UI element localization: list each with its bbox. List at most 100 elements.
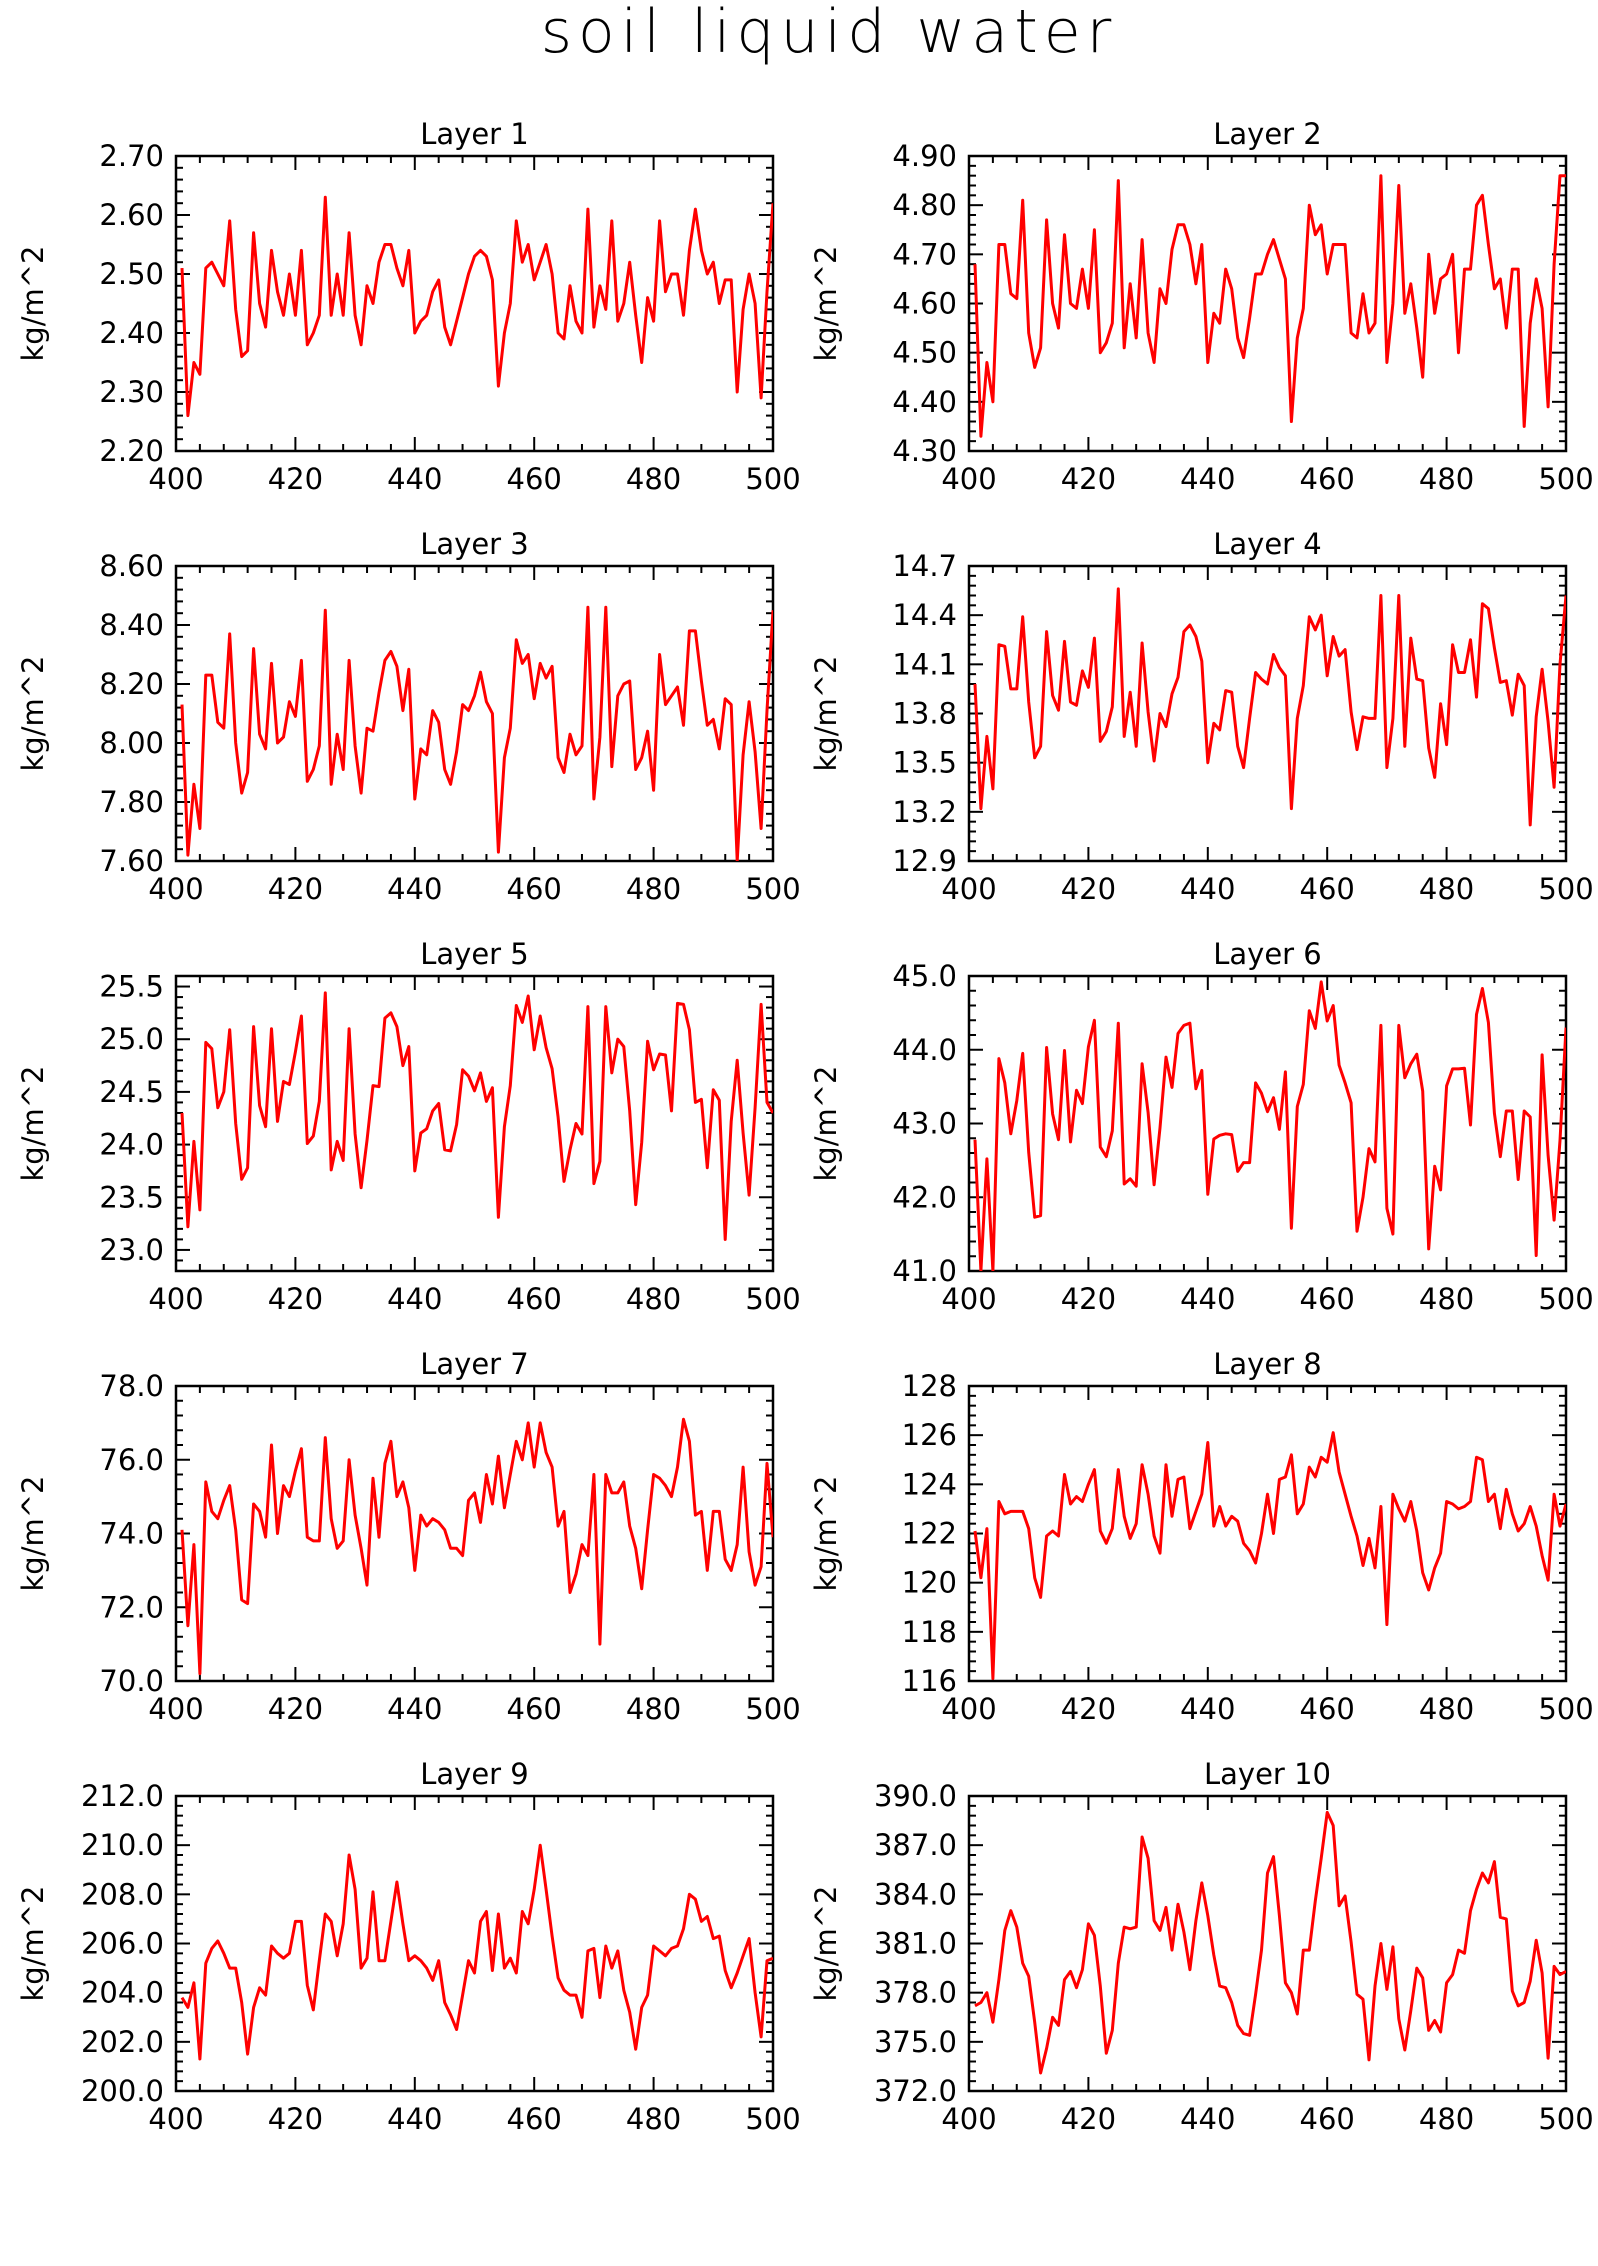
- y-tick-label: 23.0: [99, 1233, 164, 1267]
- y-tick-label: 4.50: [892, 336, 957, 370]
- x-tick-label: 500: [1538, 1282, 1593, 1316]
- x-tick-label: 440: [1180, 2102, 1235, 2136]
- series-line-layer-2: [973, 174, 1566, 438]
- y-tick-label: 2.20: [99, 434, 164, 468]
- y-tick-label: 25.5: [99, 970, 164, 1004]
- x-tick-label: 500: [1538, 462, 1593, 496]
- y-tick-label: 25.0: [99, 1022, 164, 1056]
- y-tick-label: 372.0: [874, 2074, 957, 2108]
- y-tick-label: 128: [902, 1369, 957, 1403]
- series-line-layer-8: [973, 1431, 1566, 1680]
- panel-title: Layer 3: [420, 527, 529, 561]
- x-tick-label: 460: [1300, 2102, 1355, 2136]
- series-line-layer-4: [973, 587, 1566, 827]
- x-tick-label: 480: [1419, 872, 1474, 906]
- y-tick-label: 8.60: [99, 549, 164, 583]
- y-tick-label: 206.0: [81, 1927, 164, 1961]
- x-tick-label: 400: [941, 1692, 996, 1726]
- y-tick-label: 2.70: [99, 139, 164, 173]
- y-tick-label: 8.40: [99, 608, 164, 642]
- y-tick-label: 13.2: [892, 795, 957, 829]
- x-tick-label: 500: [745, 1692, 800, 1726]
- y-tick-label: 2.40: [99, 316, 164, 350]
- x-tick-label: 400: [941, 2102, 996, 2136]
- panels-grid: Layer 1 400 420 440 460 480 500 2.20 2.30 2.40 2.5…: [16, 117, 1594, 2136]
- x-tick-label: 440: [387, 462, 442, 496]
- y-tick-label: 212.0: [81, 1779, 164, 1813]
- panel-title: Layer 1: [420, 117, 529, 151]
- x-tick-label: 400: [148, 2102, 203, 2136]
- series-line-layer-3: [180, 605, 773, 861]
- y-axis-label: kg/m^2: [16, 656, 50, 772]
- x-tick-label: 460: [1300, 1692, 1355, 1726]
- series-line-layer-5: [180, 991, 773, 1241]
- y-tick-label: 72.0: [99, 1590, 164, 1624]
- y-axis-label: kg/m^2: [809, 1886, 843, 2002]
- x-tick-label: 400: [148, 1692, 203, 1726]
- y-axis-label: kg/m^2: [809, 1476, 843, 1592]
- y-tick-label: 387.0: [874, 1828, 957, 1862]
- x-tick-label: 480: [1419, 1692, 1474, 1726]
- x-tick-label: 420: [1061, 872, 1116, 906]
- y-axis-label: kg/m^2: [16, 246, 50, 362]
- x-tick-label: 480: [626, 872, 681, 906]
- x-tick-label: 480: [626, 2102, 681, 2136]
- x-tick-label: 420: [1061, 2102, 1116, 2136]
- y-tick-label: 74.0: [99, 1517, 164, 1551]
- y-tick-label: 14.7: [892, 549, 957, 583]
- y-tick-label: 14.4: [892, 598, 957, 632]
- x-tick-label: 440: [387, 872, 442, 906]
- x-tick-label: 440: [387, 1692, 442, 1726]
- y-tick-label: 124: [902, 1467, 957, 1501]
- x-tick-label: 400: [941, 462, 996, 496]
- y-axis-label: kg/m^2: [16, 1066, 50, 1182]
- x-tick-label: 400: [148, 462, 203, 496]
- x-tick-label: 420: [268, 1692, 323, 1726]
- x-tick-label: 480: [626, 462, 681, 496]
- panel-layer-8: Layer 8 400 420 440 460 480 500 116 118 120 122 124…: [809, 1347, 1594, 1726]
- y-tick-label: 7.60: [99, 844, 164, 878]
- x-tick-label: 420: [1061, 1282, 1116, 1316]
- y-tick-label: 390.0: [874, 1779, 957, 1813]
- y-tick-label: 24.0: [99, 1128, 164, 1162]
- y-tick-label: 126: [902, 1418, 957, 1452]
- y-axis-label: kg/m^2: [809, 1066, 843, 1182]
- y-tick-label: 210.0: [81, 1828, 164, 1862]
- y-tick-label: 13.5: [892, 746, 957, 780]
- plot-frame: [967, 564, 1568, 863]
- series-line-layer-10: [974, 1810, 1566, 2075]
- x-tick-label: 500: [745, 462, 800, 496]
- y-tick-label: 120: [902, 1566, 957, 1600]
- x-tick-label: 480: [626, 1692, 681, 1726]
- x-tick-label: 420: [1061, 462, 1116, 496]
- y-tick-label: 8.20: [99, 667, 164, 701]
- x-tick-label: 460: [507, 1282, 562, 1316]
- y-tick-label: 4.70: [892, 237, 957, 271]
- x-tick-label: 440: [1180, 1282, 1235, 1316]
- y-tick-label: 375.0: [874, 2025, 957, 2059]
- x-tick-label: 460: [507, 872, 562, 906]
- y-tick-label: 78.0: [99, 1369, 164, 1403]
- panel-layer-10: Layer 10 400 420 440 460 480 500 372.0 375.0 378.…: [809, 1757, 1594, 2136]
- y-tick-label: 4.40: [892, 385, 957, 419]
- x-tick-label: 440: [387, 1282, 442, 1316]
- y-tick-label: 24.5: [99, 1075, 164, 1109]
- x-tick-label: 400: [148, 872, 203, 906]
- y-axis-label: kg/m^2: [809, 246, 843, 362]
- y-tick-label: 44.0: [892, 1033, 957, 1067]
- x-tick-label: 500: [745, 872, 800, 906]
- y-tick-label: 41.0: [892, 1254, 957, 1288]
- y-axis-label: kg/m^2: [809, 656, 843, 772]
- x-tick-label: 400: [148, 1282, 203, 1316]
- panel-title: Layer 10: [1204, 1757, 1331, 1791]
- x-tick-label: 440: [1180, 872, 1235, 906]
- x-tick-label: 420: [268, 1282, 323, 1316]
- x-tick-label: 460: [507, 1692, 562, 1726]
- series-line-layer-7: [180, 1417, 773, 1676]
- y-axis-label: kg/m^2: [16, 1476, 50, 1592]
- y-tick-label: 381.0: [874, 1927, 957, 1961]
- y-tick-label: 4.80: [892, 188, 957, 222]
- plot-frame: [174, 154, 775, 453]
- x-tick-label: 460: [1300, 462, 1355, 496]
- y-tick-label: 8.00: [99, 726, 164, 760]
